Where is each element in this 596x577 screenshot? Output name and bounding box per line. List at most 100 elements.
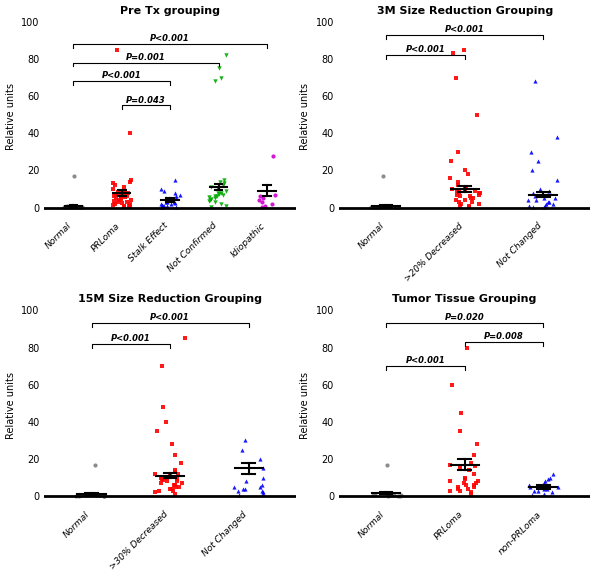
Point — [170, 481, 179, 490]
Point — [172, 192, 181, 201]
Point — [76, 203, 85, 212]
Point — [76, 490, 86, 500]
Point — [178, 478, 187, 488]
Point — [216, 188, 226, 197]
Point — [369, 202, 378, 211]
Point — [157, 362, 167, 371]
Point — [445, 460, 455, 469]
Text: P=0.001: P=0.001 — [126, 53, 166, 62]
Point — [381, 202, 391, 211]
Point — [70, 203, 80, 212]
Point — [73, 202, 82, 211]
Point — [552, 133, 561, 142]
Point — [126, 175, 135, 185]
Point — [62, 202, 72, 211]
Point — [544, 197, 553, 207]
Point — [166, 484, 175, 493]
Point — [445, 173, 455, 182]
Point — [383, 491, 393, 500]
Point — [372, 202, 382, 211]
Point — [530, 77, 540, 86]
Point — [526, 147, 536, 156]
Point — [123, 188, 132, 197]
Text: P=0.008: P=0.008 — [484, 332, 524, 341]
Point — [123, 192, 132, 201]
Title: 15M Size Reduction Grouping: 15M Size Reduction Grouping — [78, 294, 262, 304]
Text: P=0.043: P=0.043 — [126, 96, 166, 104]
Point — [157, 475, 167, 484]
Point — [459, 478, 468, 488]
Point — [368, 490, 378, 500]
Point — [393, 203, 402, 212]
Point — [382, 460, 392, 469]
Point — [113, 187, 123, 196]
Point — [100, 491, 109, 500]
Point — [221, 186, 231, 196]
Point — [167, 484, 176, 493]
Point — [548, 469, 557, 478]
Point — [163, 196, 173, 205]
Point — [120, 193, 130, 202]
Title: Tumor Tissue Grouping: Tumor Tissue Grouping — [393, 294, 537, 304]
Point — [66, 203, 76, 212]
Point — [467, 197, 477, 207]
Point — [378, 171, 388, 181]
Point — [452, 190, 461, 199]
Point — [387, 490, 397, 500]
Point — [91, 490, 101, 500]
Point — [259, 464, 268, 473]
Point — [460, 473, 470, 482]
Point — [255, 482, 265, 492]
Point — [122, 197, 132, 207]
Point — [446, 156, 455, 166]
Point — [168, 486, 178, 495]
Point — [70, 203, 80, 212]
Point — [475, 190, 485, 199]
Point — [472, 440, 482, 449]
Point — [473, 477, 482, 486]
Point — [466, 458, 476, 467]
Point — [234, 486, 243, 495]
Point — [528, 188, 538, 197]
Point — [530, 192, 539, 201]
Point — [114, 196, 124, 205]
Point — [125, 129, 135, 138]
Point — [110, 199, 120, 208]
Point — [527, 166, 536, 175]
Point — [455, 486, 465, 495]
Point — [539, 194, 548, 203]
Point — [153, 426, 162, 436]
Point — [206, 182, 216, 192]
Point — [161, 417, 170, 426]
Point — [160, 473, 169, 482]
Point — [543, 475, 552, 484]
Point — [170, 467, 179, 477]
Text: P<0.001: P<0.001 — [102, 72, 142, 80]
Point — [157, 478, 166, 488]
Point — [218, 181, 228, 190]
Point — [257, 481, 267, 490]
Point — [150, 469, 160, 478]
Point — [257, 486, 266, 495]
Point — [469, 469, 479, 478]
Point — [395, 491, 405, 500]
Point — [466, 488, 476, 497]
Point — [456, 199, 465, 208]
Point — [453, 147, 462, 156]
Point — [393, 202, 403, 211]
Point — [150, 488, 159, 497]
Point — [160, 186, 169, 196]
Point — [462, 484, 472, 493]
Point — [238, 445, 247, 454]
Point — [113, 197, 123, 207]
Point — [210, 192, 220, 201]
Point — [460, 475, 470, 484]
Point — [64, 203, 74, 212]
Point — [158, 402, 167, 411]
Point — [383, 202, 392, 211]
Point — [74, 491, 83, 500]
Point — [539, 490, 549, 499]
Title: 3M Size Reduction Grouping: 3M Size Reduction Grouping — [377, 6, 552, 16]
Point — [552, 175, 562, 185]
Point — [210, 194, 219, 203]
